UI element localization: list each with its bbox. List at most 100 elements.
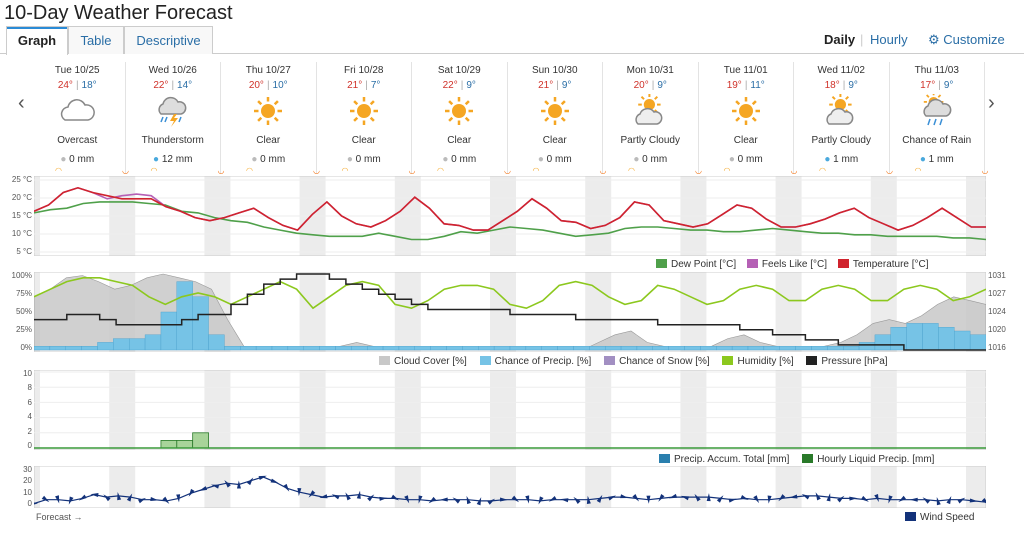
precip-chance-bar [382, 345, 400, 351]
y-tick-label: 25 °C [11, 175, 32, 184]
day-low: 18° [81, 80, 97, 91]
day-date: Wed 10/26 [148, 65, 197, 76]
wind-arrow [632, 494, 640, 502]
gear-icon: ⚙ [928, 32, 940, 47]
y-tick-label: 0% [20, 343, 32, 352]
hourly-toggle[interactable]: Hourly [870, 32, 908, 47]
tab-graph-label: Graph [17, 33, 57, 48]
precip-chance-bar [874, 334, 892, 351]
legend-dew: Dew Point [°C] [671, 259, 737, 270]
y-tick-label: 100% [11, 271, 32, 280]
legend-swatch-accum [659, 454, 670, 463]
wind-arrow [68, 496, 74, 505]
wind-arrow [898, 495, 907, 503]
precip-chance-bar [509, 345, 527, 351]
legend-wind: Wind Speed [920, 512, 975, 523]
y-tick-label: 0 [27, 499, 32, 508]
dry-drop-icon: ● [537, 154, 544, 165]
tab-graph[interactable]: Graph [6, 26, 68, 55]
wind-arrow [620, 494, 629, 499]
precip-chance-bar [747, 345, 765, 351]
temp-separator: | [651, 80, 655, 91]
night-band [492, 272, 516, 352]
y-tick-label: 20 [23, 476, 32, 486]
sunrise-sunset-marks: ◠ ◡ [794, 166, 893, 175]
day-precip-value: 12 mm [161, 154, 193, 165]
tab-table[interactable]: Table [68, 26, 124, 54]
day-high: 18° [824, 80, 840, 91]
day-column[interactable]: Mon 10/31 20° | 9° Partly Cloudy ● 0 mm ◠ ◡ [603, 62, 702, 175]
precip-chance-bar [287, 345, 304, 351]
day-high: 22° [153, 80, 169, 91]
night-band [872, 370, 897, 450]
precip-chance-bar [81, 345, 98, 351]
y-tick-label: 1024 [988, 307, 1006, 316]
precip-chance-bar [176, 281, 193, 351]
tab-descriptive-label: Descriptive [136, 33, 201, 48]
wind-arrow [439, 497, 448, 502]
y-tick-label: 75% [15, 289, 32, 298]
night-band [587, 370, 612, 450]
precip-chance-bar [557, 345, 574, 351]
pressure-line [34, 273, 986, 351]
daily-toggle[interactable]: Daily [824, 32, 856, 47]
day-column[interactable]: Sat 10/29 22° | 9° Clear ● 0 mm ◠ ◡ [412, 62, 511, 175]
wind-arrow [778, 494, 786, 502]
precip-chance-bar [652, 345, 669, 351]
day-column[interactable]: Wed 11/02 18° | 9° Partly Cloudy ● 1 mm ◠ ◡ [794, 62, 893, 175]
legend-liquid: Hourly Liquid Precip. [mm] [817, 454, 935, 465]
legend-pressure: Pressure [hPa] [821, 356, 888, 367]
day-column[interactable]: Thu 11/03 17° | 9° Chance of Rain ● 1 mm ◠ ◡ [890, 62, 988, 175]
precip-chance-bar [716, 345, 733, 351]
day-high: 20° [633, 80, 649, 91]
day-precip-value: 0 mm [642, 154, 668, 165]
sunset-icon: ◡ [504, 166, 511, 175]
dry-drop-icon: ● [633, 154, 640, 165]
y-tick-label: 10 [23, 487, 32, 497]
y-tick-label: 1020 [988, 325, 1006, 334]
sunrise-sunset-marks: ◠ ◡ [699, 166, 798, 175]
wind-arrow [103, 494, 111, 502]
precip-chance-bar [684, 345, 701, 351]
day-column[interactable]: Thu 10/27 20° | 10° Clear ● 0 mm ◠ ◡ [221, 62, 320, 175]
wind-arrow [716, 495, 724, 503]
day-precip: ● 0 mm [603, 154, 698, 165]
legend-cloud: Cloud Cover [%] [394, 356, 467, 367]
night-band [206, 370, 231, 450]
day-column[interactable]: Wed 10/26 22° | 14° Thunderstorm ● 12 mm ◠ ◡ [126, 62, 224, 175]
wind-arrow [224, 480, 231, 488]
sunrise-icon: ◠ [55, 166, 62, 175]
customize-button[interactable]: ⚙ Customize [928, 32, 1005, 48]
precip-chance-bar [351, 345, 368, 351]
prev-arrow-icon[interactable]: ‹ [18, 92, 25, 114]
day-condition: Partly Cloudy [811, 135, 871, 146]
dry-drop-icon: ● [251, 154, 258, 165]
precip-chance-bar [160, 311, 178, 351]
precip-chance-bar [969, 334, 987, 351]
day-column[interactable]: Fri 10/28 21° | 7° Clear ● 0 mm ◠ ◡ [317, 62, 415, 175]
wind-legend: Wind Speed [905, 512, 974, 523]
y-tick-label: 2 [27, 426, 32, 436]
night-band [396, 370, 421, 450]
partly-cloudy-icon [635, 93, 663, 125]
day-column[interactable]: Tue 11/01 19° | 11° Clear ● 0 mm ◠ ◡ [699, 62, 798, 175]
precip-chance-bar [335, 345, 352, 351]
precip-chance-bar [906, 323, 923, 351]
wind-arrow [767, 495, 772, 504]
next-arrow-icon[interactable]: › [988, 92, 995, 114]
y-tick-label: 25% [15, 325, 32, 334]
wind-arrow [297, 487, 302, 497]
temp-separator: | [171, 80, 175, 91]
day-column[interactable]: Tue 10/25 24° | 18° Overcast ● 0 mm ◠ ◡ [30, 62, 129, 175]
precip-chance-bar [128, 338, 146, 351]
precip-chance-bar [922, 323, 939, 351]
tab-descriptive[interactable]: Descriptive [124, 26, 213, 54]
temperature-chart [16, 175, 988, 257]
sunrise-icon: ◠ [819, 166, 826, 175]
day-condition: Chance of Rain [902, 135, 972, 146]
dry-drop-icon: ● [442, 154, 449, 165]
day-column[interactable]: Sun 10/30 21° | 9° Clear ● 0 mm ◠ ◡ [508, 62, 606, 175]
wind-arrow [246, 477, 254, 486]
wind-arrow [658, 493, 665, 502]
night-band [777, 466, 802, 508]
